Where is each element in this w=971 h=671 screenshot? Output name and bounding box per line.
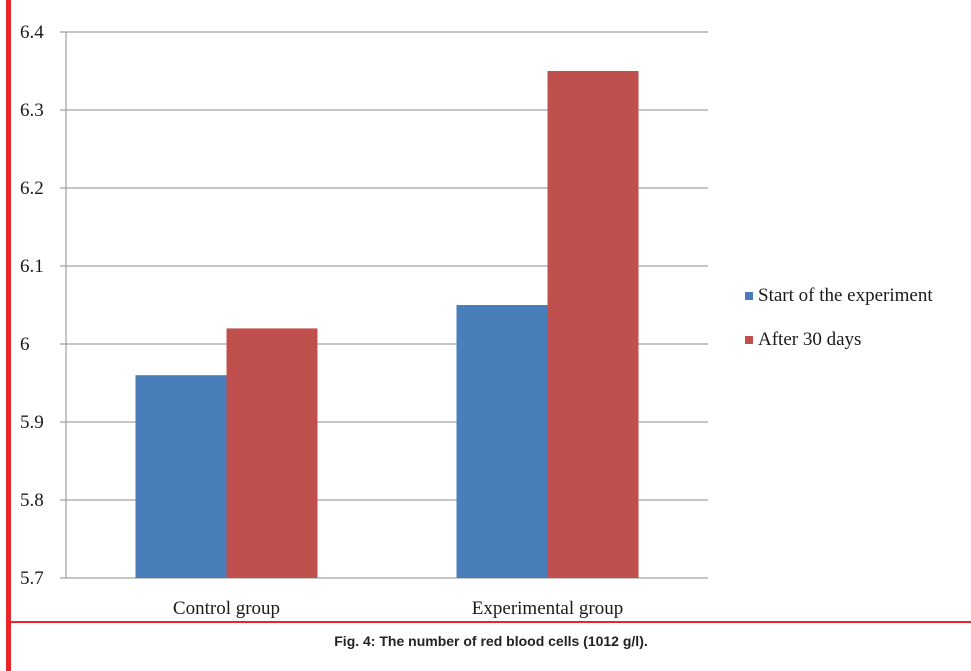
figure-caption: Fig. 4: The number of red blood cells (1… — [334, 633, 648, 649]
bar-after-30-days-experimental — [547, 71, 639, 578]
bar-start-experimental — [456, 305, 548, 578]
legend: Start of the experiment After 30 days — [745, 285, 933, 350]
legend-label: Start of the experiment — [758, 285, 933, 306]
x-axis-labels: Control group Experimental group — [173, 598, 623, 619]
frame-left-accent-bar — [6, 0, 11, 671]
bars — [135, 71, 639, 578]
x-category-label: Control group — [173, 598, 280, 619]
y-tick-label: 5.7 — [20, 568, 44, 589]
y-tick-label: 5.9 — [20, 412, 44, 433]
y-tick-label: 6.3 — [20, 100, 44, 121]
y-axis: 5.7 5.8 5.9 6 6.1 6.2 6.3 6.4 — [20, 22, 67, 589]
legend-swatch — [745, 292, 753, 300]
bar-start-control — [135, 375, 227, 578]
y-tick-label: 6 — [20, 334, 30, 355]
x-category-label: Experimental group — [472, 598, 623, 619]
legend-swatch — [745, 336, 753, 344]
y-tick-label: 6.2 — [20, 178, 44, 199]
legend-label: After 30 days — [758, 329, 861, 350]
bar-after-30-days-control — [226, 328, 318, 578]
y-tick-label: 5.8 — [20, 490, 44, 511]
y-tick-label: 6.4 — [20, 22, 44, 43]
y-tick-label: 6.1 — [20, 256, 44, 277]
caption-divider — [11, 621, 971, 623]
